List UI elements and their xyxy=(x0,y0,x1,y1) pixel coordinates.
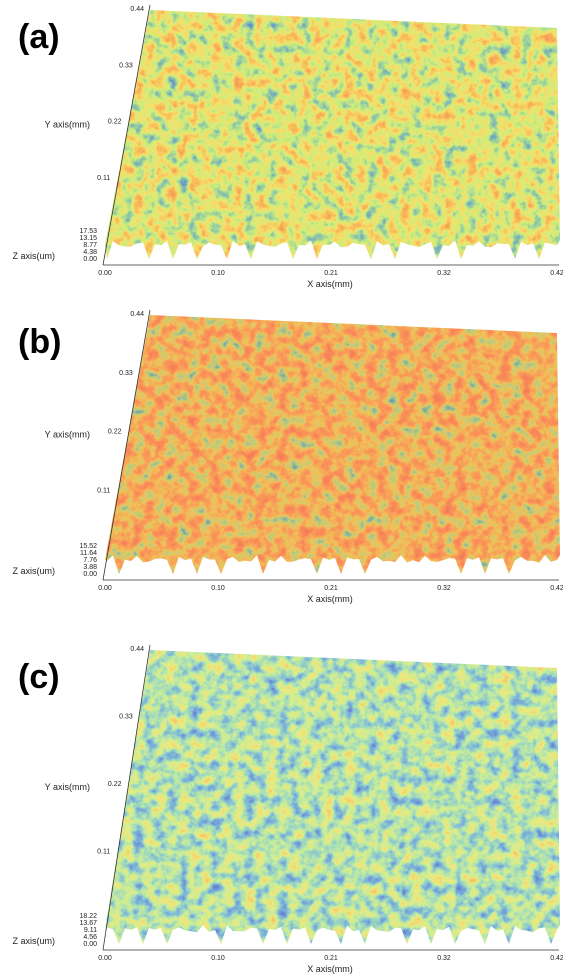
z-tick-label: 17.53 xyxy=(79,228,97,235)
z-axis-title: Z axis(um) xyxy=(13,251,56,261)
x-tick-label: 0.42 xyxy=(550,585,563,592)
y-tick-label: 0.33 xyxy=(119,62,133,69)
z-tick-label: 3.88 xyxy=(83,564,97,571)
x-tick-label: 0.00 xyxy=(98,270,112,277)
y-tick-label: 0.22 xyxy=(108,429,122,436)
x-tick-label: 0.42 xyxy=(550,955,563,962)
panel-label: (c) xyxy=(18,658,60,696)
panel-label: (a) xyxy=(18,18,60,56)
y-tick-label: 0.11 xyxy=(97,175,110,182)
z-axis-title: Z axis(um) xyxy=(13,566,56,576)
y-tick-label: 0.11 xyxy=(97,487,110,494)
y-axis-title: Y axis(mm) xyxy=(45,782,90,792)
x-tick-label: 0.21 xyxy=(324,585,338,592)
z-tick-label: 13.15 xyxy=(79,235,97,242)
y-tick-label: 0.44 xyxy=(130,6,144,13)
x-axis-title: X axis(mm) xyxy=(307,279,353,289)
surface xyxy=(105,650,560,944)
x-tick-label: 0.32 xyxy=(437,585,451,592)
x-axis-title: X axis(mm) xyxy=(307,594,353,604)
x-tick-label: 0.42 xyxy=(550,270,563,277)
z-tick-label: 8.77 xyxy=(83,242,97,249)
surface-panel: (b) 0.44 0.33 0.22 0.11 0.00 0.10 0.21 0.32 0.42 1… xyxy=(13,310,563,604)
surface xyxy=(105,315,560,574)
x-tick-label: 0.32 xyxy=(437,955,451,962)
x-tick-label: 0.10 xyxy=(211,270,225,277)
z-tick-label: 11.64 xyxy=(80,550,97,557)
panel-label: (b) xyxy=(18,323,61,361)
z-tick-label: 4.38 xyxy=(83,249,97,256)
x-tick-label: 0.21 xyxy=(324,270,338,277)
x-tick-label: 0.32 xyxy=(437,270,451,277)
x-tick-label: 0.21 xyxy=(324,955,338,962)
y-axis-title: Y axis(mm) xyxy=(45,430,90,440)
z-tick-label: 9.11 xyxy=(84,927,97,934)
x-tick-label: 0.00 xyxy=(98,955,112,962)
z-tick-label: 0.00 xyxy=(83,941,97,948)
y-tick-label: 0.33 xyxy=(119,714,133,721)
x-tick-label: 0.10 xyxy=(211,585,225,592)
y-tick-label: 0.22 xyxy=(108,119,122,126)
z-tick-label: 0.00 xyxy=(83,256,97,263)
z-tick-label: 7.76 xyxy=(83,557,97,564)
y-tick-label: 0.11 xyxy=(97,849,110,856)
y-tick-label: 0.44 xyxy=(130,311,144,318)
y-axis-title: Y axis(mm) xyxy=(45,120,90,130)
x-axis-title: X axis(mm) xyxy=(307,964,353,974)
surface-panel: (c) 0.44 0.33 0.22 0.11 0.00 0.10 0.21 0.32 0.42 1… xyxy=(13,645,563,974)
z-tick-label: 0.00 xyxy=(83,571,97,578)
z-axis-title: Z axis(um) xyxy=(13,936,56,946)
x-tick-label: 0.10 xyxy=(211,955,225,962)
x-tick-label: 0.00 xyxy=(98,585,112,592)
z-tick-label: 18.22 xyxy=(79,913,97,920)
z-tick-label: 15.52 xyxy=(79,543,97,550)
y-tick-label: 0.33 xyxy=(119,370,133,377)
y-tick-label: 0.44 xyxy=(130,646,144,653)
surface-panel: (a) 0.44 0.33 0.22 0.11 0.00 0.10 0.21 0.32 0.42 1… xyxy=(13,5,563,289)
figure: (a) 0.44 0.33 0.22 0.11 0.00 0.10 0.21 0.32 0.42 1… xyxy=(0,0,563,980)
z-tick-label: 4.56 xyxy=(83,934,97,941)
z-tick-label: 13.67 xyxy=(79,920,97,927)
surface xyxy=(105,10,560,259)
y-tick-label: 0.22 xyxy=(108,781,122,788)
